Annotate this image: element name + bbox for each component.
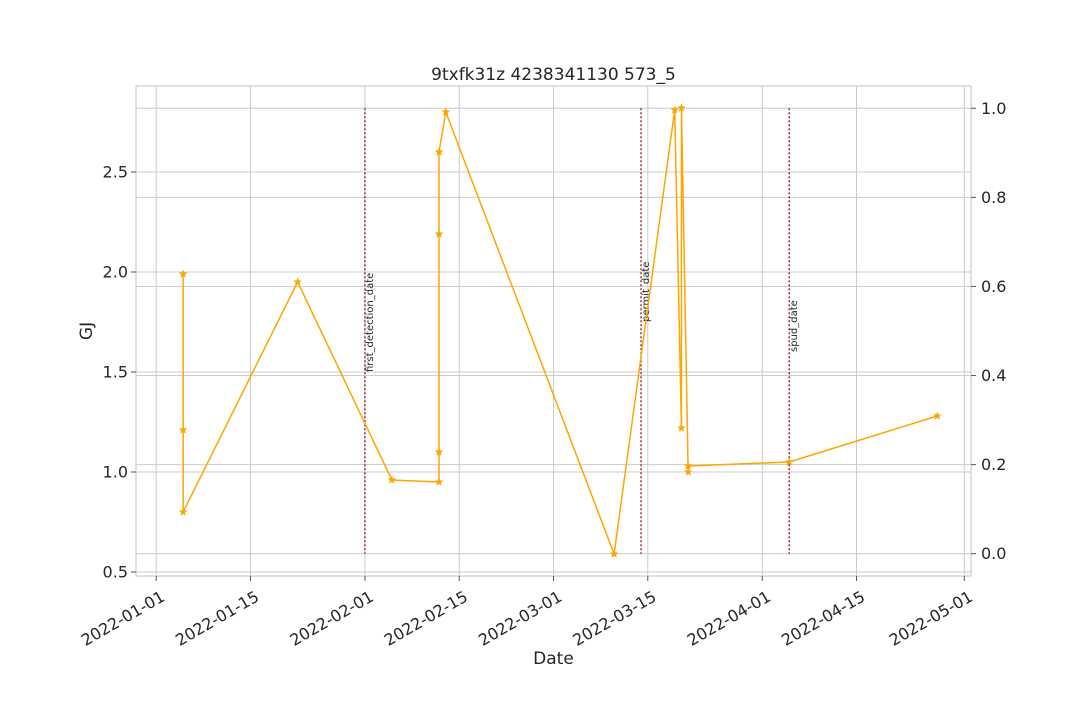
y-tick-label: 2.5: [103, 163, 128, 182]
y-tick-label: 0.5: [103, 563, 128, 582]
data-point: [434, 477, 444, 486]
y2-tick-label: 0.4: [981, 366, 1006, 385]
data-point: [178, 425, 188, 434]
data-point: [434, 447, 444, 456]
data-point: [784, 457, 794, 466]
y2-tick-label: 0.6: [981, 277, 1006, 296]
event-line-label: spud_date: [789, 300, 800, 352]
x-tick-label: 2022-03-15: [569, 587, 659, 650]
event-line-label: permit_date: [641, 262, 652, 322]
y-ticks: 0.5 1.0 1.5 2.0 2.5: [103, 163, 136, 582]
series: [178, 103, 942, 558]
series-line: [182, 107, 938, 555]
y-tick-label: 1.5: [103, 363, 128, 382]
y-tick-label: 1.0: [103, 463, 128, 482]
y-axis-label: GJ: [77, 322, 97, 340]
data-point: [683, 461, 693, 470]
event-line-label: first_detection_date: [365, 273, 376, 372]
x-tick-label: 2022-02-01: [287, 587, 377, 650]
data-point: [609, 549, 619, 558]
data-point: [293, 277, 303, 286]
data-point: [434, 229, 444, 238]
event-lines: first_detection_date permit_date spud_date: [364, 108, 800, 554]
data-point: [676, 103, 686, 112]
data-point: [670, 105, 680, 114]
data-point: [178, 507, 188, 516]
x-tick-label: 2022-01-01: [78, 587, 168, 650]
y2-tick-label: 0.8: [981, 188, 1006, 207]
x-tick-label: 2022-02-15: [381, 587, 471, 650]
x-tick-label: 2022-05-01: [886, 587, 976, 650]
x-tick-label: 2022-01-15: [172, 587, 262, 650]
data-point: [387, 475, 397, 484]
data-point: [932, 411, 942, 420]
data-point: [676, 423, 686, 432]
y2-ticks: 0.0 0.2 0.4 0.6 0.8 1.0: [971, 99, 1006, 563]
x-tick-label: 2022-04-15: [778, 587, 868, 650]
chart-title: 9txfk31z 4238341130 573_5: [431, 65, 676, 85]
x-ticks: 2022-01-01 2022-01-15 2022-02-01 2022-02-15…: [78, 576, 976, 650]
grid: [136, 86, 971, 576]
y-tick-label: 2.0: [103, 263, 128, 282]
data-point: [683, 467, 693, 476]
x-tick-label: 2022-03-01: [475, 587, 565, 650]
x-tick-label: 2022-04-01: [684, 587, 774, 650]
data-point: [434, 147, 444, 156]
y2-tick-label: 0.0: [981, 544, 1006, 563]
y2-tick-label: 1.0: [981, 99, 1006, 118]
data-point: [441, 107, 451, 116]
y2-tick-label: 0.2: [981, 455, 1006, 474]
x-axis-label: Date: [533, 649, 574, 669]
data-point: [178, 269, 188, 278]
